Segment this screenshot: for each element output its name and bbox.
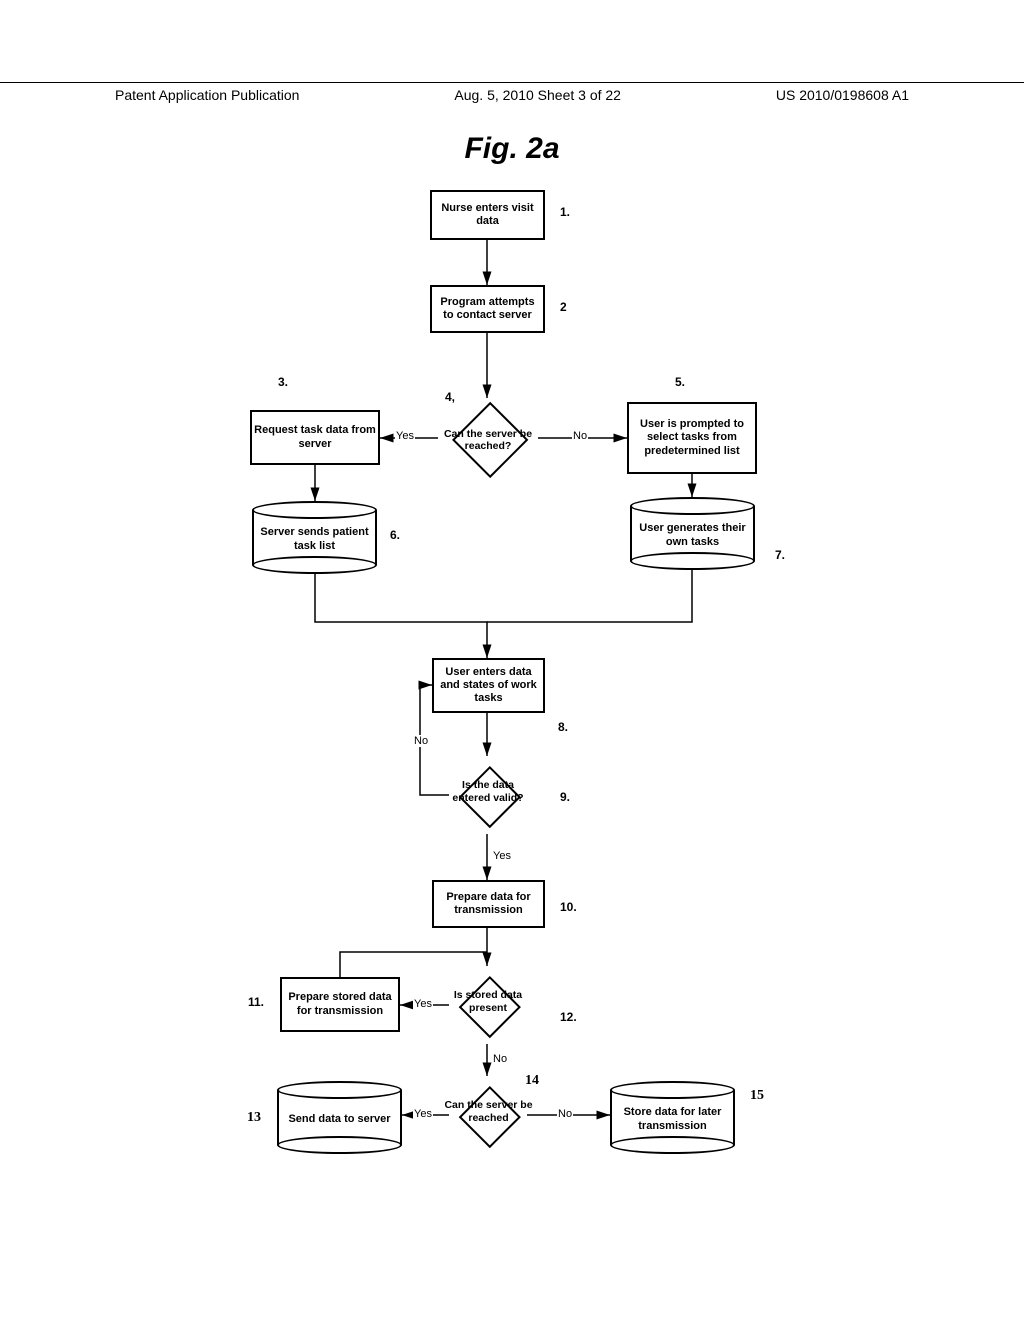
flow-edge <box>315 574 487 658</box>
flow-edge <box>340 952 487 977</box>
node-number: 1. <box>560 205 570 219</box>
node-number: 7. <box>775 548 785 562</box>
header-right: US 2010/0198608 A1 <box>776 87 909 103</box>
flow-rect: Nurse enters visit data <box>430 190 545 240</box>
flow-diamond-label: Is the data entered valid? <box>443 774 533 809</box>
node-number: 3. <box>278 375 288 389</box>
node-number: 9. <box>560 790 570 804</box>
edge-label: No <box>413 735 429 747</box>
flow-rect: User is prompted to select tasks from pr… <box>627 402 757 474</box>
flow-rect: Prepare data for transmission <box>432 880 545 928</box>
page-header: Patent Application Publication Aug. 5, 2… <box>0 82 1024 103</box>
flow-cylinder: Store data for later transmission <box>610 1090 735 1145</box>
edge-label: Yes <box>492 850 512 862</box>
node-number: 6. <box>390 528 400 542</box>
edge-label: No <box>492 1053 508 1065</box>
patent-page: Patent Application Publication Aug. 5, 2… <box>0 0 1024 1320</box>
flow-diamond-label: Can the server be reached <box>441 1094 536 1129</box>
edge-label: Yes <box>413 1108 433 1120</box>
node-number: 12. <box>560 1010 577 1024</box>
node-number: 4, <box>445 390 455 404</box>
node-number: 10. <box>560 900 577 914</box>
figure-title: Fig. 2a <box>0 132 1024 166</box>
node-number: 15 <box>750 1088 764 1104</box>
header-center: Aug. 5, 2010 Sheet 3 of 22 <box>454 87 621 103</box>
edge-label: Yes <box>413 998 433 1010</box>
node-number: 8. <box>558 720 568 734</box>
flow-rect: Program attempts to contact server <box>430 285 545 333</box>
node-number: 11. <box>248 995 264 1009</box>
edge-label: Yes <box>395 430 415 442</box>
flow-cylinder: Send data to server <box>277 1090 402 1145</box>
flowchart-diagram: Yes No No Yes Yes No Yes No Nurse enters visit d… <box>0 180 1024 1280</box>
edge-label: No <box>572 430 588 442</box>
flow-rect: Request task data from server <box>250 410 380 465</box>
edge-label: No <box>557 1108 573 1120</box>
node-number: 14 <box>525 1073 539 1089</box>
flow-rect: Prepare stored data for transmission <box>280 977 400 1032</box>
flow-diamond-label: Is stored data present <box>443 984 533 1019</box>
node-number: 13 <box>247 1110 261 1126</box>
flow-cylinder: User generates their own tasks <box>630 506 755 561</box>
flow-rect: User enters data and states of work task… <box>432 658 545 713</box>
header-left: Patent Application Publication <box>115 87 299 103</box>
node-number: 5. <box>675 375 685 389</box>
node-number: 2 <box>560 300 567 314</box>
flow-edge <box>487 570 692 622</box>
flow-diamond-label: Can the server be reached? <box>438 415 538 465</box>
flow-cylinder: Server sends patient task list <box>252 510 377 565</box>
